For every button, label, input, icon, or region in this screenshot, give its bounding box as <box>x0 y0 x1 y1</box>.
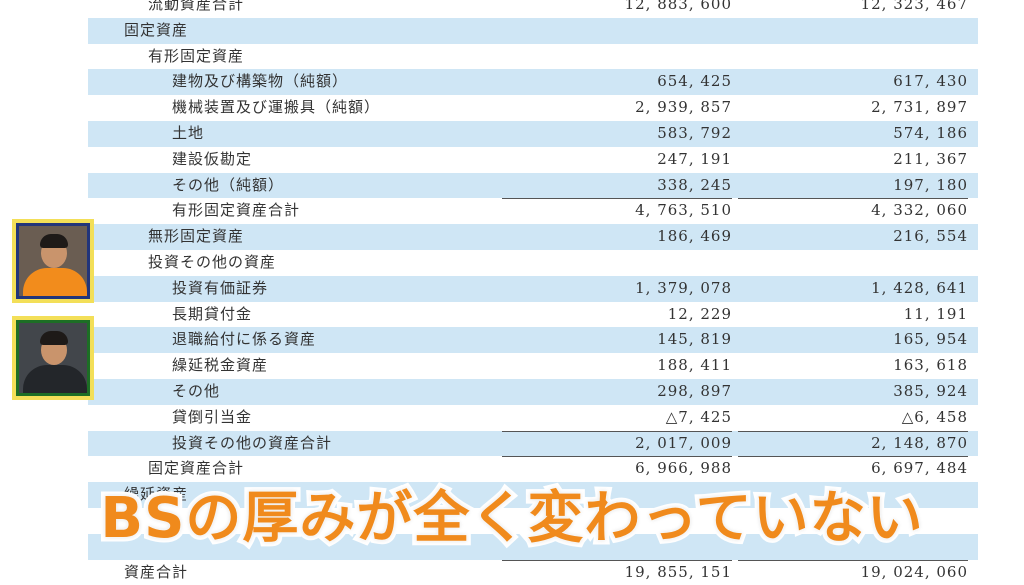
table-row: その他（純額） 338, 245 197, 180 <box>88 172 978 199</box>
current-year-value: 385, 924 <box>893 381 968 400</box>
prior-year-value: △7, 425 <box>665 407 732 426</box>
row-label: 投資その他の資産合計 <box>172 433 333 452</box>
table-row: 無形固定資産 186, 469 216, 554 <box>88 224 978 250</box>
current-year-value: △6, 458 <box>901 407 968 426</box>
participant-avatar-1 <box>16 223 90 299</box>
row-label: 繰延税金資産 <box>172 356 269 375</box>
row-label: 建物及び構築物（純額） <box>172 72 349 91</box>
prior-year-value: 4, 763, 510 <box>635 201 732 220</box>
person-hair <box>40 331 68 345</box>
table-row: 投資その他の資産 <box>88 250 978 276</box>
table-row: 固定資産 <box>88 17 978 44</box>
table-row: 繰延資産 <box>88 482 978 508</box>
prior-year-value: 247, 191 <box>657 149 732 168</box>
table-row: 有形固定資産合計 4, 763, 510 4, 332, 060 <box>88 198 978 224</box>
row-label: 退職給付に係る資産 <box>172 330 317 349</box>
current-year-value: 197, 180 <box>893 175 968 194</box>
table-row: 建物及び構築物（純額） 654, 425 617, 430 <box>88 69 978 96</box>
current-year-value: 19, 024, 060 <box>860 562 968 581</box>
row-label: 有形固定資産合計 <box>172 201 301 220</box>
row-label: 投資有価証券 <box>172 278 269 297</box>
table-row: その他 298, 897 385, 924 <box>88 378 978 405</box>
current-year-value: 2, 148, 870 <box>871 433 968 452</box>
current-year-value: 574, 186 <box>893 123 968 142</box>
table-row: 投資その他の資産合計 2, 017, 009 2, 148, 870 <box>88 430 978 457</box>
prior-year-value: 145, 819 <box>657 330 732 349</box>
prior-year-value: 2, 017, 009 <box>635 433 732 452</box>
prior-year-value: 1, 379, 078 <box>635 278 732 297</box>
row-label: 繰延資産 <box>124 485 189 504</box>
current-year-value: 216, 554 <box>893 227 968 246</box>
prior-year-value: 12, 883, 600 <box>624 0 732 13</box>
row-label: その他 <box>172 381 221 400</box>
current-year-value: 11, 191 <box>903 304 968 323</box>
person-body <box>23 365 87 393</box>
prior-year-value: 298, 897 <box>657 381 732 400</box>
table-row: 固定資産合計 6, 966, 988 6, 697, 484 <box>88 456 978 482</box>
prior-year-value: 19, 855, 151 <box>624 562 732 581</box>
row-label: 機械装置及び運搬具（純額） <box>172 98 381 117</box>
current-year-value: 6, 697, 484 <box>871 459 968 478</box>
prior-year-value: 186, 469 <box>657 227 732 246</box>
table-row: 貸倒引当金 △7, 425 △6, 458 <box>88 405 978 431</box>
subtitle-caption: BSの厚みが全く変わっていない <box>96 482 927 556</box>
row-label: 建設仮勘定 <box>172 149 253 168</box>
current-year-value: 2, 731, 897 <box>871 98 968 117</box>
row-label: 投資その他の資産 <box>148 252 277 271</box>
prior-year-value: 188, 411 <box>657 356 732 375</box>
participant-avatar-2 <box>16 320 90 396</box>
current-year-value: 4, 332, 060 <box>871 201 968 220</box>
table-row: 有形固定資産 <box>88 44 978 70</box>
table-row: 機械装置及び運搬具（純額） 2, 939, 857 2, 731, 897 <box>88 95 978 121</box>
table-row <box>88 533 978 560</box>
current-year-value: 617, 430 <box>893 72 968 91</box>
row-label: 無形固定資産 <box>148 227 245 246</box>
prior-year-value: 583, 792 <box>657 123 732 142</box>
row-label: 長期貸付金 <box>172 304 253 323</box>
row-label: 資産合計 <box>124 562 189 581</box>
person-body <box>23 268 87 296</box>
participant-video-1 <box>12 219 94 303</box>
table-row: 投資有価証券 1, 379, 078 1, 428, 641 <box>88 275 978 302</box>
table-row: 長期貸付金 12, 229 11, 191 <box>88 302 978 328</box>
row-label: 貸倒引当金 <box>172 407 253 426</box>
prior-year-value: 654, 425 <box>657 72 732 91</box>
row-label: 有形固定資産 <box>148 46 245 65</box>
current-year-value: 1, 428, 641 <box>871 278 968 297</box>
balance-sheet-table: 流動資産合計 12, 883, 600 12, 323, 467 固定資産有形固定資産… <box>88 0 978 585</box>
current-year-value: 165, 954 <box>893 330 968 349</box>
table-row: 繰延税金資産 188, 411 163, 618 <box>88 353 978 379</box>
participant-video-2 <box>12 316 94 400</box>
prior-year-value: 338, 245 <box>657 175 732 194</box>
prior-year-value: 12, 229 <box>667 304 732 323</box>
table-row: 建設仮勘定 247, 191 211, 367 <box>88 147 978 173</box>
row-label: その他（純額） <box>172 175 285 194</box>
table-row: 資産合計 19, 855, 151 19, 024, 060 <box>88 559 978 585</box>
prior-year-value: 6, 966, 988 <box>635 459 732 478</box>
table-row: 流動資産合計 12, 883, 600 12, 323, 467 <box>88 0 978 18</box>
prior-year-value: 2, 939, 857 <box>635 98 732 117</box>
row-label: 流動資産合計 <box>148 0 245 13</box>
person-hair <box>40 234 68 248</box>
row-label: 固定資産合計 <box>148 459 245 478</box>
row-label: 固定資産 <box>124 20 189 39</box>
current-year-value: 163, 618 <box>893 356 968 375</box>
current-year-value: 211, 367 <box>893 149 968 168</box>
table-row: 土地 583, 792 574, 186 <box>88 120 978 147</box>
current-year-value: 12, 323, 467 <box>860 0 968 13</box>
table-row: 退職給付に係る資産 145, 819 165, 954 <box>88 327 978 354</box>
row-label: 土地 <box>172 123 205 142</box>
